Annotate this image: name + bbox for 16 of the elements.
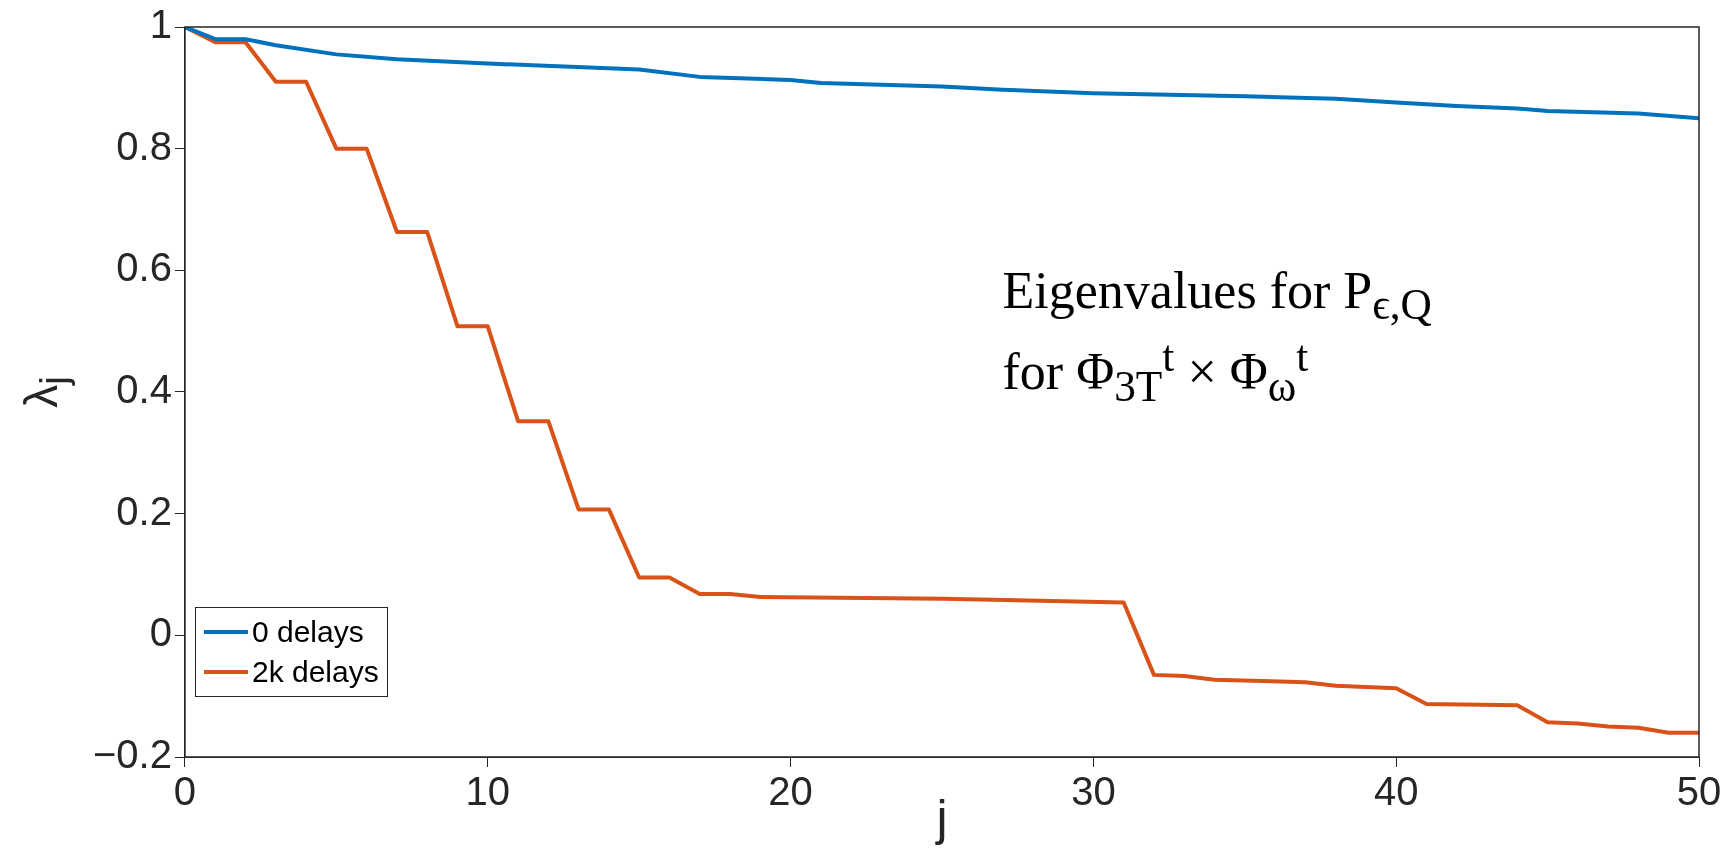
legend-label: 0 delays [251,615,364,649]
y-tick-label: −0.2 [93,732,172,777]
annotation: Eigenvalues for P$_{ϵ,Q}$ [1002,260,1432,329]
x-tick-label: 10 [465,769,511,814]
y-tick-label: 0.8 [116,123,172,168]
y-tick-label: 1 [149,2,172,47]
x-tick-label: 30 [1071,769,1116,814]
y-tick-label: 0.2 [116,488,172,533]
x-tick-label: 40 [1373,769,1419,814]
y-tick-label: 0.6 [116,245,172,290]
y-tick-label: 0 [149,610,172,655]
legend-label: 2k delays [251,655,379,689]
x-axis-title: j [934,789,948,846]
x-tick-label: 50 [1676,769,1722,814]
y-tick-label: 0.4 [116,367,172,412]
x-tick-label: 20 [768,769,813,814]
